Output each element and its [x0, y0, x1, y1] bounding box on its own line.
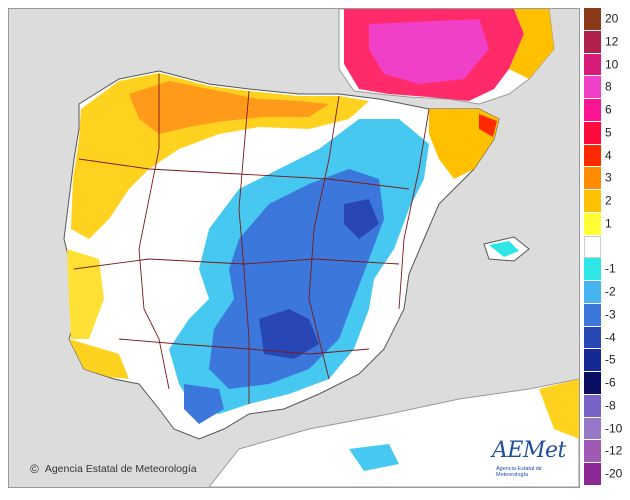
copyright-icon: ©: [30, 462, 39, 476]
color-legend: 20 12 10 8 6 5 4 3 2 1 -1 -2 -3 -4 -5 -6 -8 -10 -12 -20: [584, 8, 626, 486]
logo-subtitle: Agencia Estatal de Meteorología: [496, 466, 542, 478]
legend-entry: -3: [584, 303, 626, 327]
legend-entry: 12: [584, 30, 626, 54]
legend-label: -8: [605, 398, 616, 413]
legend-label: 2: [605, 193, 612, 208]
legend-swatch: [584, 99, 601, 122]
southwest-warm: [69, 339, 129, 379]
legend-label: -12: [605, 444, 623, 459]
logo-wordmark: AEMet: [492, 438, 566, 463]
legend-label: -6: [605, 375, 616, 390]
legend-swatch: [584, 53, 601, 77]
legend-swatch: [584, 212, 601, 236]
north-orange-band: [129, 81, 329, 134]
balearic-islands-cold: [489, 241, 519, 257]
legend-swatch: [584, 463, 601, 486]
central-blue-core: [209, 169, 384, 389]
legend-entry: -6: [584, 372, 626, 395]
legend-swatch: [584, 121, 601, 145]
aemet-logo: AEMet Agencia Estatal de Meteorología: [488, 436, 574, 482]
legend-entry: 20: [584, 8, 626, 31]
legend-entry: 1: [584, 212, 626, 236]
africa-warm: [539, 379, 579, 439]
legend-label: -1: [605, 261, 616, 276]
south-cold: [184, 384, 224, 424]
legend-swatch: [584, 394, 601, 418]
west-warm: [67, 249, 104, 339]
legend-entry: -8: [584, 394, 626, 418]
legend-label: 5: [605, 125, 612, 140]
legend-swatch: [584, 372, 601, 395]
france-hot-core: [369, 19, 489, 84]
legend-label: -20: [605, 466, 623, 481]
north-africa-landmass: [208, 378, 579, 487]
legend-swatch: [584, 349, 601, 373]
legend-label: 8: [605, 79, 612, 94]
central-deep-core: [259, 309, 319, 359]
legend-label: -5: [605, 353, 616, 368]
legend-label: 4: [605, 148, 612, 163]
legend-swatch: [584, 76, 601, 100]
map-canvas: [9, 9, 579, 487]
france-yellow-edge: [509, 9, 554, 79]
legend-entry: 10: [584, 53, 626, 77]
legend-entry: -12: [584, 440, 626, 464]
credit-line: © Agencia Estatal de Meteorología: [30, 462, 197, 476]
legend-label: 10: [605, 57, 619, 72]
legend-entry: 3: [584, 167, 626, 191]
legend-entry: 2: [584, 190, 626, 213]
legend-swatch: [584, 144, 601, 168]
region-borders: [73, 74, 430, 404]
legend-entry: -2: [584, 281, 626, 304]
legend-swatch: [584, 326, 601, 350]
legend-label: -4: [605, 330, 616, 345]
legend-swatch: [584, 440, 601, 464]
legend-entry: 8: [584, 76, 626, 100]
legend-entry: -1: [584, 258, 626, 282]
legend-label: -10: [605, 421, 623, 436]
legend-entry: 6: [584, 99, 626, 122]
anomaly-map: [8, 8, 580, 488]
legend-swatch: [584, 190, 601, 213]
legend-entry: -4: [584, 326, 626, 350]
legend-entry: [584, 235, 626, 259]
northeast-red: [479, 114, 497, 137]
legend-label: 20: [605, 11, 619, 26]
east-deep-core: [344, 199, 379, 239]
legend-entry: 4: [584, 144, 626, 168]
credit-text: Agencia Estatal de Meteorología: [44, 463, 197, 475]
legend-swatch: [584, 8, 601, 31]
legend-swatch: [584, 417, 601, 441]
legend-label: -2: [605, 284, 616, 299]
legend-label: 6: [605, 102, 612, 117]
legend-swatch: [584, 235, 601, 259]
legend-label: 3: [605, 170, 612, 185]
legend-swatch: [584, 281, 601, 304]
legend-entry: -20: [584, 463, 626, 486]
legend-swatch: [584, 30, 601, 54]
legend-entry: 5: [584, 121, 626, 145]
legend-label: 1: [605, 216, 612, 231]
legend-swatch: [584, 303, 601, 327]
legend-label: -3: [605, 307, 616, 322]
legend-entry: -5: [584, 349, 626, 373]
legend-label: 12: [605, 34, 619, 49]
africa-cold: [349, 444, 399, 471]
legend-swatch: [584, 167, 601, 191]
legend-swatch: [584, 258, 601, 282]
legend-entry: -10: [584, 417, 626, 441]
